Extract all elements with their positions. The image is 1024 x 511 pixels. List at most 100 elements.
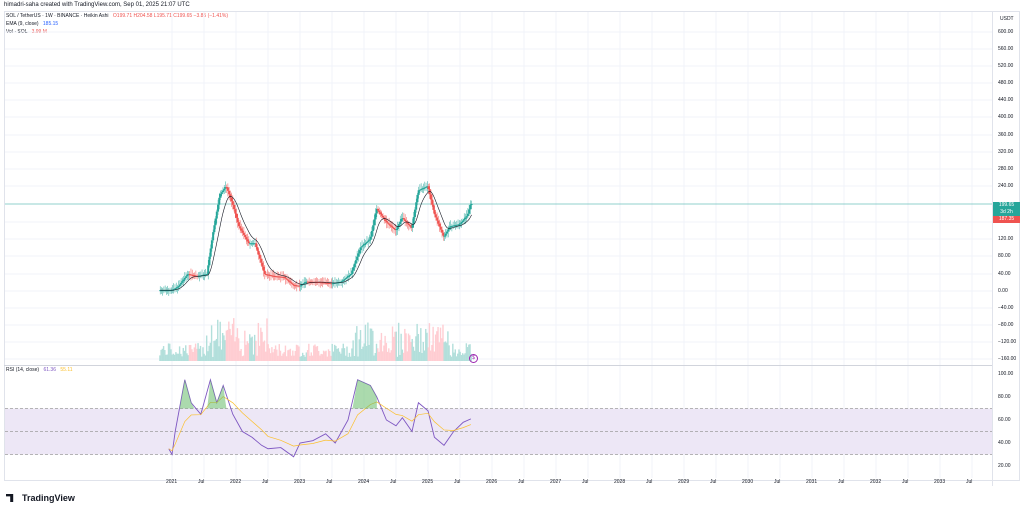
tradingview-logo-icon (6, 494, 14, 502)
volume-bar (461, 353, 464, 361)
volume-bar (383, 345, 385, 361)
volume-bar (263, 340, 266, 361)
volume-bar (320, 353, 322, 361)
volume-bar (229, 328, 231, 361)
volume-bar (300, 356, 303, 361)
price-axis[interactable] (992, 11, 1021, 486)
volume-bar (240, 348, 242, 361)
volume-bar (449, 355, 452, 361)
candle-body (394, 228, 397, 231)
price-tick-label: 480.00 (998, 80, 1014, 86)
candle-body (445, 231, 448, 234)
currency-label[interactable]: USDT (1000, 16, 1014, 22)
candle-body (237, 222, 240, 227)
candle-body (423, 187, 426, 189)
candle-body (187, 274, 190, 276)
symbol-legend[interactable]: SOL / TetherUS · 1W · BINANCE · Heikin A… (6, 13, 228, 19)
time-tick-label: Jul (582, 479, 589, 485)
candle-body (298, 285, 301, 287)
candle-body (250, 243, 253, 245)
candle-body (297, 285, 300, 287)
rsi-overbought-fill (352, 379, 377, 409)
volume-bar (379, 339, 381, 361)
candle-body (332, 283, 335, 285)
volume-bar (214, 340, 216, 361)
candle-body (407, 223, 410, 226)
volume-bar (289, 348, 292, 361)
volume-bar (378, 351, 380, 361)
candle-body (293, 284, 296, 286)
price-tick-label: 0.00 (998, 288, 1008, 294)
candle-body (363, 244, 366, 246)
volume-bar (335, 345, 337, 361)
ema-price-tag: 187.35 (993, 216, 1020, 223)
volume-bar (343, 348, 346, 361)
volume-bar (361, 348, 363, 361)
candle-body (233, 204, 236, 210)
candle-body (362, 245, 365, 247)
candle-body (182, 279, 185, 282)
volume-bar (284, 345, 287, 361)
ema-legend[interactable]: EMA (9, close) 185.15 (6, 21, 58, 27)
time-tick-label: 2024 (358, 479, 370, 485)
candle-body (276, 276, 279, 278)
candle-body (230, 197, 233, 202)
volume-bar (315, 346, 317, 361)
candle-body (465, 216, 468, 218)
volume-bar (233, 318, 235, 361)
volume-bar (283, 352, 285, 361)
candle-body (165, 290, 168, 292)
volume-bar (247, 343, 250, 361)
candle-body (449, 226, 452, 228)
candle-body (226, 187, 229, 191)
candle-body (231, 201, 234, 205)
candle-body (455, 224, 458, 226)
dividend-marker-icon[interactable]: $ (469, 354, 478, 363)
volume-bar (362, 346, 364, 361)
volume-bar (213, 340, 215, 361)
price-tick-label: 400.00 (998, 114, 1014, 120)
volume-bar (237, 338, 240, 361)
volume-bar (428, 323, 431, 361)
volume-bar (239, 350, 241, 361)
volume-bar (348, 352, 351, 361)
candle-body (372, 225, 375, 231)
candle-body (416, 194, 419, 203)
time-tick-label: 2029 (678, 479, 690, 485)
candle-body (367, 240, 370, 242)
candle-body (464, 217, 467, 220)
candle-body (251, 243, 254, 245)
pane-separator[interactable] (4, 365, 992, 366)
volume-bar (221, 332, 224, 361)
volume-bar (178, 346, 181, 361)
candle-body (395, 229, 398, 231)
volume-bar (180, 353, 182, 361)
volume-bar (390, 350, 392, 361)
time-tick-label: 2023 (294, 479, 306, 485)
candle-body (370, 230, 373, 237)
candle-body (309, 281, 312, 283)
volume-bar (338, 351, 341, 361)
candle-body (410, 226, 413, 228)
candle-body (175, 287, 178, 289)
candle-body (262, 266, 265, 271)
volume-bar (199, 345, 202, 361)
candle-body (444, 233, 447, 236)
candle-body (425, 186, 428, 188)
candle-body (246, 239, 249, 242)
volume-bar (416, 323, 418, 361)
price-tick-label: −120.00 (998, 339, 1017, 345)
candle-body (292, 283, 295, 285)
volume-bar (431, 344, 433, 361)
volume-bar (220, 349, 223, 361)
candle-body (460, 221, 463, 224)
rsi-legend[interactable]: RSI (14, close) 61.36 55.11 (6, 367, 73, 373)
volume-bar (192, 351, 194, 361)
volume-bar (287, 350, 289, 361)
candle-body (306, 281, 309, 283)
candle-body (412, 216, 415, 225)
volume-bar (351, 348, 353, 361)
candle-body (422, 187, 425, 189)
volume-bar (341, 348, 343, 361)
